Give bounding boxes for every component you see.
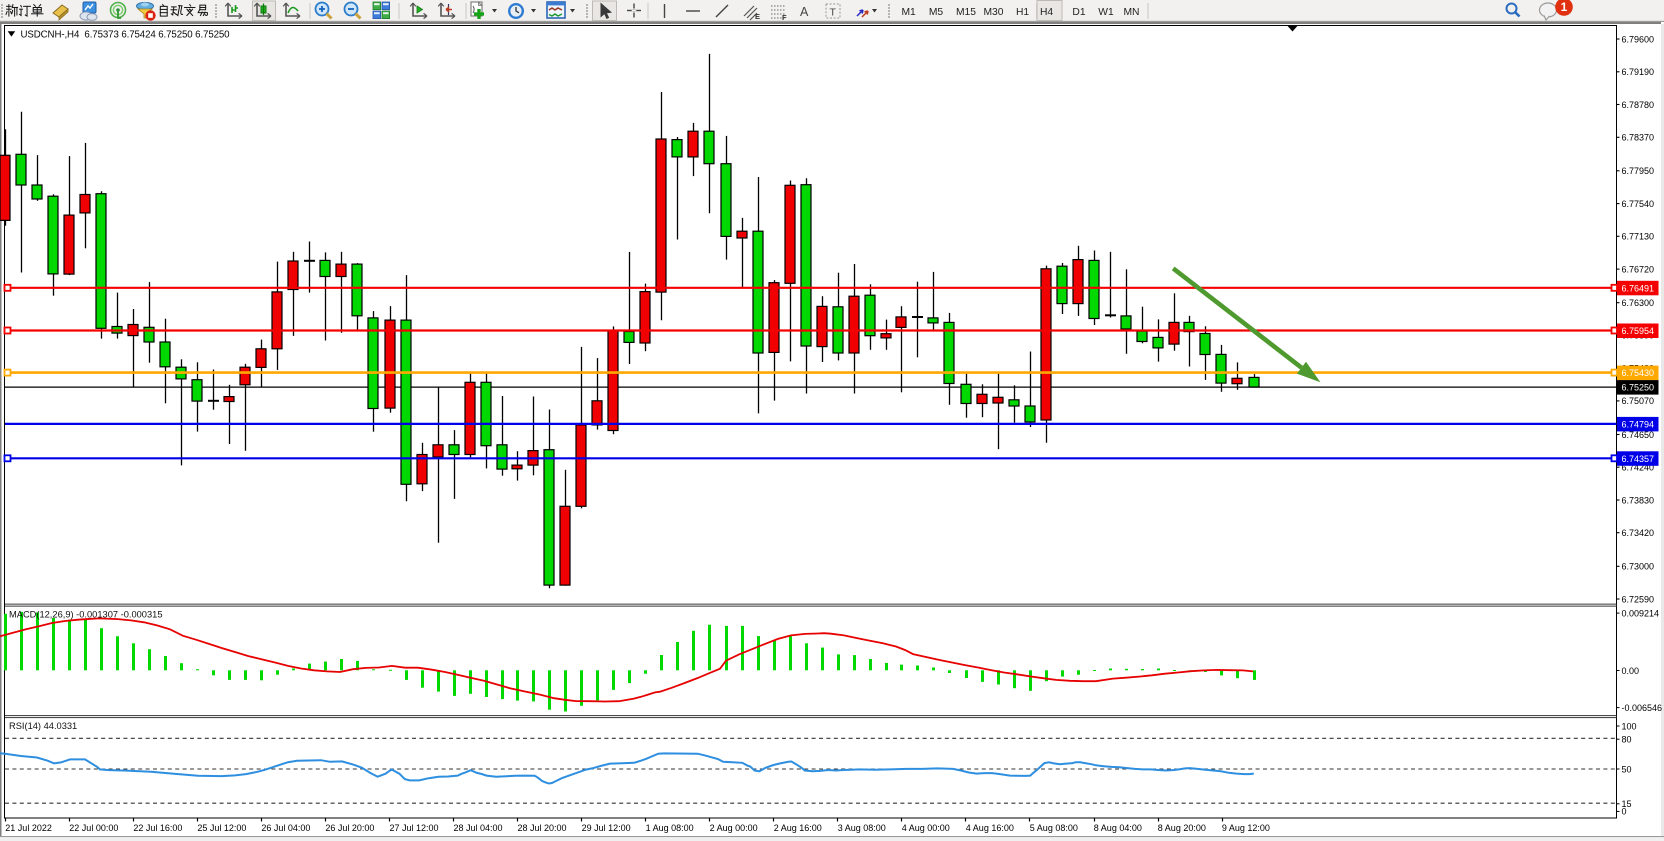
svg-text:D1: D1: [1072, 7, 1085, 18]
svg-text:6.73000: 6.73000: [1622, 562, 1655, 572]
svg-text:29 Jul 12:00: 29 Jul 12:00: [582, 823, 631, 833]
svg-text:6.75070: 6.75070: [1622, 396, 1655, 406]
svg-text:6.72590: 6.72590: [1622, 594, 1655, 604]
svg-text:26 Jul 04:00: 26 Jul 04:00: [261, 823, 310, 833]
svg-text:H4: H4: [1040, 7, 1053, 18]
svg-text:RSI(14) 44.0331: RSI(14) 44.0331: [9, 721, 77, 731]
svg-text:50: 50: [1622, 764, 1632, 774]
svg-text:6.77540: 6.77540: [1622, 199, 1655, 209]
svg-text:22 Jul 16:00: 22 Jul 16:00: [133, 823, 182, 833]
svg-text:6.74650: 6.74650: [1622, 430, 1655, 440]
svg-text:6.73830: 6.73830: [1622, 495, 1655, 505]
svg-text:15: 15: [1622, 799, 1632, 809]
svg-text:H1: H1: [1016, 7, 1029, 18]
svg-text:M15: M15: [956, 7, 976, 18]
svg-text:6.77950: 6.77950: [1622, 166, 1655, 176]
svg-text:MN: MN: [1123, 7, 1139, 18]
svg-text:M5: M5: [929, 7, 944, 18]
svg-text:26 Jul 20:00: 26 Jul 20:00: [325, 823, 374, 833]
svg-text:6.74240: 6.74240: [1622, 463, 1655, 473]
svg-text:0.009214: 0.009214: [1622, 608, 1660, 618]
svg-text:2 Aug 16:00: 2 Aug 16:00: [774, 823, 822, 833]
svg-text:1: 1: [1561, 0, 1568, 14]
svg-text:3 Aug 08:00: 3 Aug 08:00: [838, 823, 886, 833]
svg-text:8 Aug 20:00: 8 Aug 20:00: [1158, 823, 1206, 833]
svg-text:28 Jul 20:00: 28 Jul 20:00: [518, 823, 567, 833]
svg-text:4 Aug 00:00: 4 Aug 00:00: [902, 823, 950, 833]
svg-text:6.73420: 6.73420: [1622, 528, 1655, 538]
svg-text:28 Jul 04:00: 28 Jul 04:00: [454, 823, 503, 833]
svg-text:6.77130: 6.77130: [1622, 232, 1655, 242]
svg-text:6.74357: 6.74357: [1622, 454, 1655, 464]
svg-text:6.79190: 6.79190: [1622, 67, 1655, 77]
svg-text:-0.006546: -0.006546: [1622, 703, 1663, 713]
svg-text:6.75250: 6.75250: [1622, 383, 1655, 393]
svg-text:E: E: [755, 12, 760, 21]
svg-text:M1: M1: [901, 7, 916, 18]
svg-text:2 Aug 00:00: 2 Aug 00:00: [710, 823, 758, 833]
svg-text:6.75430: 6.75430: [1622, 368, 1655, 378]
svg-text:6.78370: 6.78370: [1622, 133, 1655, 143]
svg-text:1 Aug 08:00: 1 Aug 08:00: [646, 823, 694, 833]
svg-text:0.00: 0.00: [1622, 666, 1640, 676]
svg-text:6.75954: 6.75954: [1622, 326, 1655, 336]
svg-text:M30: M30: [983, 7, 1003, 18]
svg-text:F: F: [782, 13, 787, 22]
svg-text:USDCNH-,H4 6.75373 6.75424 6.: USDCNH-,H4 6.75373 6.75424 6.75250 6.752…: [21, 29, 231, 40]
svg-text:22 Jul 00:00: 22 Jul 00:00: [69, 823, 118, 833]
svg-text:6.76300: 6.76300: [1622, 298, 1655, 308]
svg-text:25 Jul 12:00: 25 Jul 12:00: [197, 823, 246, 833]
svg-text:27 Jul 12:00: 27 Jul 12:00: [390, 823, 439, 833]
svg-text:5 Aug 08:00: 5 Aug 08:00: [1030, 823, 1078, 833]
svg-text:6.79600: 6.79600: [1622, 34, 1655, 44]
svg-text:6.76720: 6.76720: [1622, 264, 1655, 274]
svg-text:6.78780: 6.78780: [1622, 100, 1655, 110]
svg-text:T: T: [830, 7, 837, 19]
svg-text:21 Jul 2022: 21 Jul 2022: [5, 823, 52, 833]
svg-text:80: 80: [1622, 735, 1632, 745]
svg-text:W1: W1: [1098, 7, 1114, 18]
svg-text:A: A: [800, 5, 809, 19]
svg-text:6.76491: 6.76491: [1622, 283, 1655, 293]
svg-text:4 Aug 16:00: 4 Aug 16:00: [966, 823, 1014, 833]
svg-text:6.74794: 6.74794: [1622, 420, 1655, 430]
svg-text:0: 0: [1622, 807, 1627, 817]
svg-text:MACD(12,26,9) -0.001307 -0.000: MACD(12,26,9) -0.001307 -0.000315: [9, 610, 163, 620]
svg-text:8 Aug 04:00: 8 Aug 04:00: [1094, 823, 1142, 833]
svg-text:100: 100: [1622, 721, 1637, 731]
svg-text:9 Aug 12:00: 9 Aug 12:00: [1222, 823, 1270, 833]
